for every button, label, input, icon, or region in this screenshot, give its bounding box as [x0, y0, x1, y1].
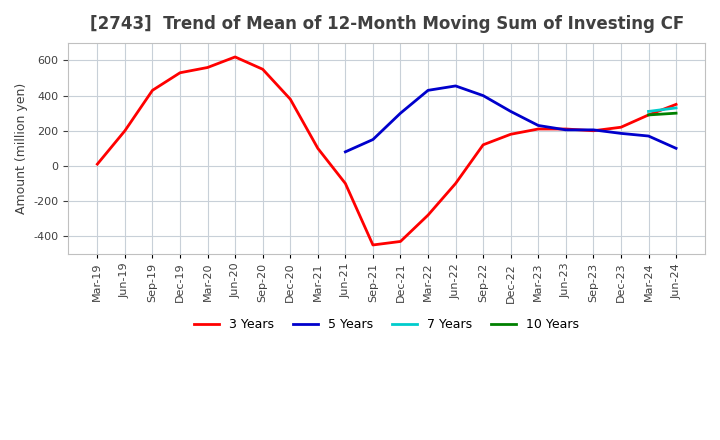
3 Years	[148, 88, 157, 93]
3 Years	[616, 125, 625, 130]
5 Years	[589, 127, 598, 132]
5 Years	[396, 110, 405, 116]
3 Years	[534, 126, 543, 132]
3 Years	[396, 239, 405, 244]
3 Years	[313, 146, 322, 151]
5 Years	[562, 127, 570, 132]
10 Years	[672, 110, 680, 116]
7 Years	[672, 105, 680, 110]
Legend: 3 Years, 5 Years, 7 Years, 10 Years: 3 Years, 5 Years, 7 Years, 10 Years	[189, 313, 584, 336]
3 Years	[176, 70, 184, 75]
3 Years	[93, 161, 102, 167]
3 Years	[258, 66, 267, 72]
5 Years	[479, 93, 487, 98]
Line: 5 Years: 5 Years	[346, 86, 676, 152]
Y-axis label: Amount (million yen): Amount (million yen)	[15, 83, 28, 214]
Line: 3 Years: 3 Years	[97, 57, 676, 245]
5 Years	[341, 149, 350, 154]
3 Years	[506, 132, 515, 137]
3 Years	[369, 242, 377, 248]
3 Years	[672, 102, 680, 107]
3 Years	[286, 96, 294, 102]
5 Years	[672, 146, 680, 151]
5 Years	[506, 109, 515, 114]
3 Years	[423, 213, 432, 218]
3 Years	[644, 112, 653, 117]
5 Years	[369, 137, 377, 142]
3 Years	[479, 142, 487, 147]
5 Years	[423, 88, 432, 93]
Line: 10 Years: 10 Years	[649, 113, 676, 115]
Line: 7 Years: 7 Years	[649, 108, 676, 111]
3 Years	[231, 54, 240, 59]
7 Years	[644, 109, 653, 114]
3 Years	[203, 65, 212, 70]
3 Years	[451, 181, 460, 186]
5 Years	[451, 83, 460, 88]
10 Years	[644, 112, 653, 117]
Title: [2743]  Trend of Mean of 12-Month Moving Sum of Investing CF: [2743] Trend of Mean of 12-Month Moving …	[89, 15, 684, 33]
3 Years	[120, 128, 129, 133]
5 Years	[616, 131, 625, 136]
5 Years	[644, 133, 653, 139]
3 Years	[341, 181, 350, 186]
3 Years	[562, 126, 570, 132]
5 Years	[534, 123, 543, 128]
3 Years	[589, 128, 598, 133]
